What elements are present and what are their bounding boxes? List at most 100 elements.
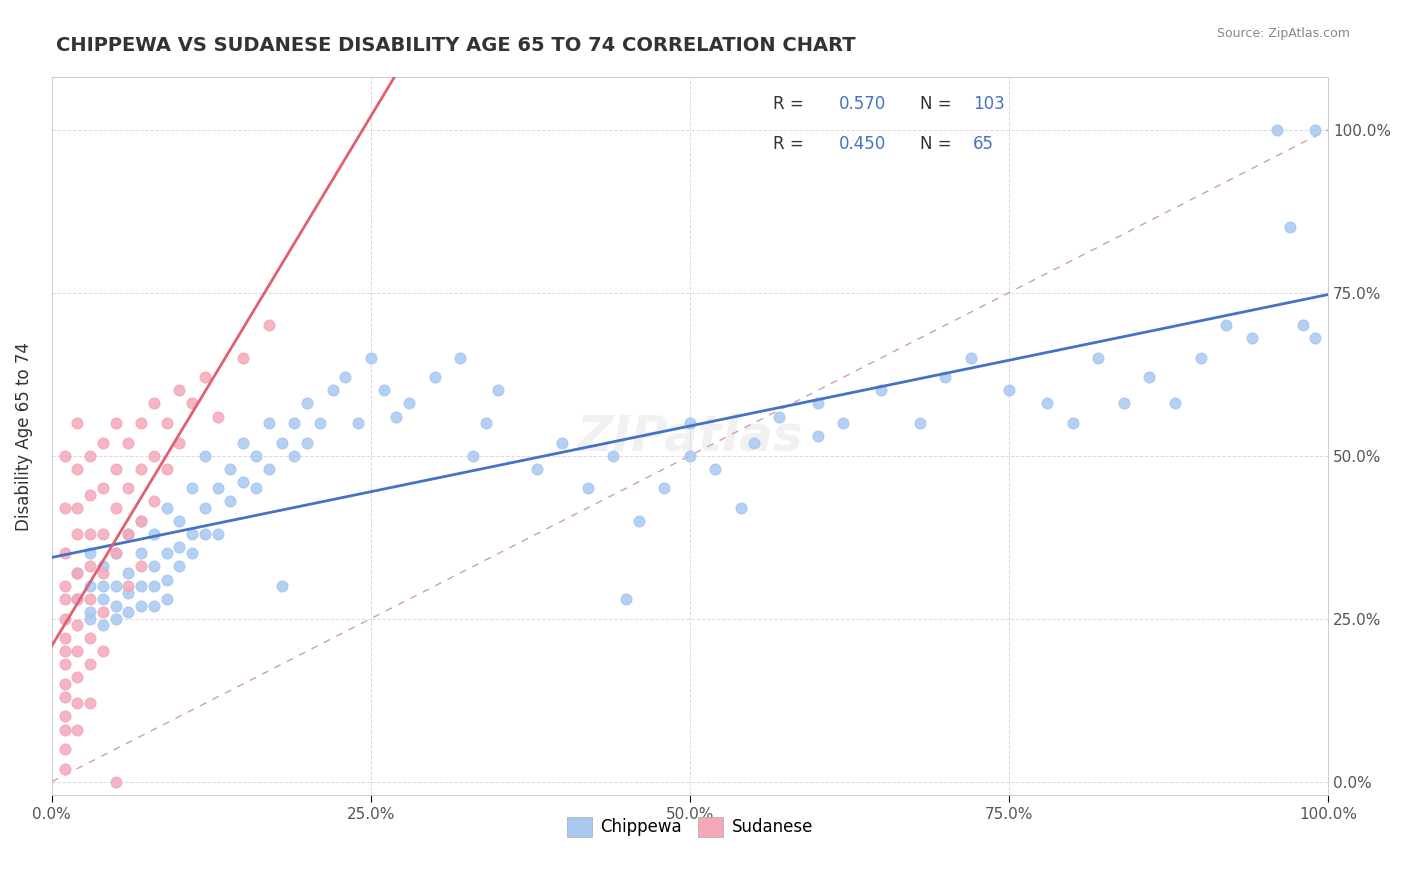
- Point: [870, 384, 893, 398]
- Point: [91, 435, 114, 450]
- Point: [66, 500, 89, 515]
- Point: [1062, 416, 1084, 430]
- Point: [998, 384, 1021, 398]
- Text: N =: N =: [920, 95, 956, 113]
- Point: [283, 416, 305, 430]
- Point: [142, 559, 165, 574]
- Point: [117, 605, 139, 619]
- Point: [1112, 396, 1135, 410]
- Point: [66, 618, 89, 632]
- Point: [142, 599, 165, 613]
- Point: [207, 527, 229, 541]
- Point: [526, 461, 548, 475]
- Point: [232, 435, 254, 450]
- Point: [257, 416, 280, 430]
- Text: R =: R =: [773, 135, 808, 153]
- Point: [66, 697, 89, 711]
- Point: [934, 370, 956, 384]
- Point: [373, 384, 395, 398]
- Point: [398, 396, 420, 410]
- Point: [66, 670, 89, 684]
- Point: [91, 592, 114, 607]
- Point: [1305, 331, 1327, 345]
- Point: [156, 416, 179, 430]
- Point: [832, 416, 855, 430]
- Text: ZIPatlas: ZIPatlas: [576, 412, 803, 460]
- Point: [207, 481, 229, 495]
- Point: [295, 396, 318, 410]
- Point: [181, 481, 204, 495]
- Y-axis label: Disability Age 65 to 74: Disability Age 65 to 74: [15, 342, 32, 531]
- Point: [181, 546, 204, 560]
- Point: [679, 416, 702, 430]
- Point: [66, 416, 89, 430]
- Point: [91, 579, 114, 593]
- Point: [53, 644, 76, 658]
- Point: [679, 449, 702, 463]
- Point: [181, 527, 204, 541]
- Point: [79, 527, 101, 541]
- Point: [232, 475, 254, 489]
- Point: [156, 592, 179, 607]
- Point: [614, 592, 637, 607]
- Point: [91, 481, 114, 495]
- Point: [91, 527, 114, 541]
- Point: [79, 657, 101, 672]
- Point: [104, 612, 127, 626]
- Text: R =: R =: [773, 95, 808, 113]
- Point: [169, 559, 191, 574]
- Legend: Chippewa, Sudanese: Chippewa, Sudanese: [560, 810, 820, 844]
- Point: [908, 416, 931, 430]
- Point: [156, 461, 179, 475]
- Point: [104, 461, 127, 475]
- Point: [79, 631, 101, 645]
- Point: [104, 500, 127, 515]
- Point: [1278, 220, 1301, 235]
- Point: [142, 579, 165, 593]
- Point: [245, 449, 267, 463]
- Point: [1291, 318, 1313, 333]
- Point: [117, 585, 139, 599]
- Point: [270, 435, 292, 450]
- Point: [66, 723, 89, 737]
- Point: [104, 546, 127, 560]
- Point: [768, 409, 790, 424]
- Point: [194, 500, 217, 515]
- Point: [257, 461, 280, 475]
- Point: [257, 318, 280, 333]
- Point: [79, 546, 101, 560]
- Point: [104, 774, 127, 789]
- Text: Source: ZipAtlas.com: Source: ZipAtlas.com: [1216, 27, 1350, 40]
- Point: [104, 579, 127, 593]
- Point: [322, 384, 344, 398]
- Point: [66, 527, 89, 541]
- Point: [91, 644, 114, 658]
- Point: [53, 709, 76, 723]
- Point: [551, 435, 574, 450]
- Point: [347, 416, 370, 430]
- Point: [181, 396, 204, 410]
- Point: [1036, 396, 1059, 410]
- Point: [142, 494, 165, 508]
- Point: [1164, 396, 1187, 410]
- Point: [91, 618, 114, 632]
- Point: [730, 500, 752, 515]
- Point: [207, 409, 229, 424]
- Point: [53, 742, 76, 756]
- Point: [129, 559, 152, 574]
- Point: [1189, 351, 1212, 365]
- Text: N =: N =: [920, 135, 956, 153]
- Point: [1087, 351, 1109, 365]
- Point: [169, 540, 191, 554]
- Point: [959, 351, 981, 365]
- Point: [169, 435, 191, 450]
- Point: [1139, 370, 1161, 384]
- Point: [53, 592, 76, 607]
- Point: [742, 435, 765, 450]
- Point: [245, 481, 267, 495]
- Point: [576, 481, 599, 495]
- Point: [360, 351, 382, 365]
- Point: [79, 559, 101, 574]
- Point: [104, 546, 127, 560]
- Point: [1240, 331, 1263, 345]
